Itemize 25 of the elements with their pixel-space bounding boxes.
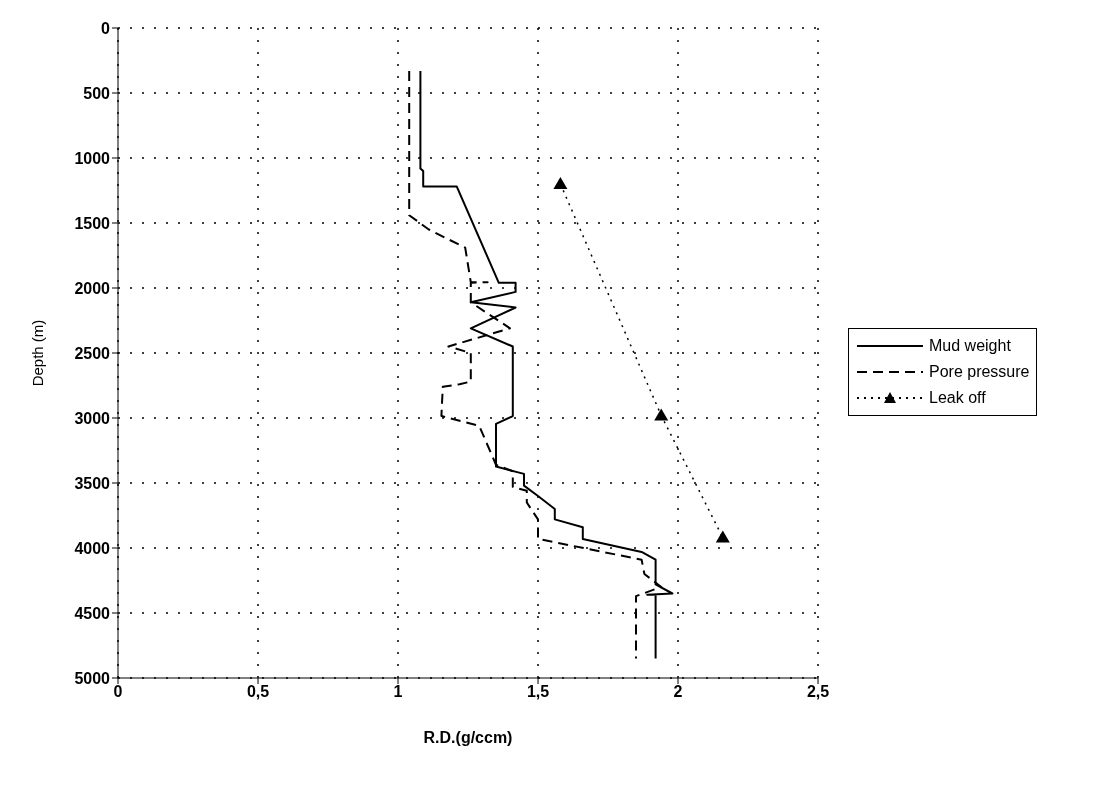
x-tick-label: 1,5 (526, 683, 550, 701)
y-tick-label: 1500 (74, 214, 111, 232)
point (654, 408, 669, 421)
x-tick-label: 1 (393, 683, 403, 701)
y-tick-label: 2000 (74, 279, 111, 297)
x-tick-label: 2,5 (806, 683, 830, 701)
y-tick-label: 4500 (74, 604, 111, 622)
y-tick-label: 5000 (74, 669, 111, 687)
x-tick-label: 0,5 (246, 683, 270, 701)
legend-label: Pore pressure (929, 362, 1030, 382)
point (715, 530, 730, 543)
legend-label: Leak off (929, 388, 986, 408)
x-axis-title: R.D.(g/ccm) (423, 729, 513, 746)
y-axis-title: Depth (m) (29, 319, 47, 387)
y-tick-label: 0 (101, 19, 111, 37)
y-tick-label: 3500 (74, 474, 111, 492)
x-tick-label: 0 (113, 683, 123, 701)
y-tick-label: 4000 (74, 539, 111, 557)
y-tick-label: 3000 (74, 409, 111, 427)
y-tick-label: 1000 (74, 149, 111, 167)
y-tick-label: 2500 (74, 344, 111, 362)
point (553, 177, 568, 189)
x-tick-label: 2 (673, 683, 683, 701)
legend-label: Mud weight (929, 336, 1011, 356)
y-tick-label: 500 (83, 84, 111, 102)
